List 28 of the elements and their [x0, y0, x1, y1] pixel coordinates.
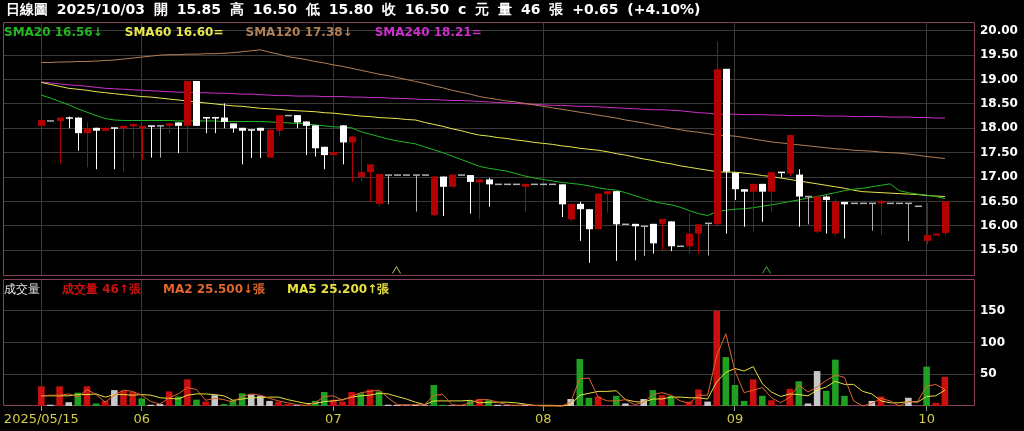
- x-tick-label: 2025/05/15: [3, 410, 79, 426]
- text: 成交量 46↑張: [62, 282, 141, 296]
- x-tick-label: 10: [918, 410, 935, 426]
- chart-title: 日線圖 2025/10/03 開 15.85 高 16.50 低 15.80 收 16.50 c 元 量 46 張 +0.65 (+4.10%): [6, 1, 701, 19]
- y-tick-label: 15.50: [980, 242, 1018, 257]
- series-label: SMA120 17.38↓: [245, 25, 353, 39]
- y-tick-label: 19.50: [980, 47, 1018, 62]
- x-tick-label: 09: [726, 410, 744, 426]
- y-tick-label: 150: [980, 302, 1006, 317]
- x-tick-label: 06: [133, 410, 150, 426]
- text: SMA240 18.21=: [374, 25, 482, 39]
- y-tick-label: 19.00: [980, 71, 1018, 86]
- y-tick-label: 100: [980, 334, 1006, 349]
- y-tick-label: 16.50: [980, 193, 1018, 208]
- y-tick-label: 17.50: [980, 144, 1018, 159]
- text: SMA20 16.56↓: [4, 25, 103, 39]
- y-tick-label: 18.00: [980, 120, 1018, 135]
- text: SMA60 16.60=: [124, 25, 224, 39]
- x-tick-label: 08: [535, 410, 552, 426]
- text: MA2 25.500↓張: [162, 282, 266, 296]
- y-tick-label: 50: [980, 366, 997, 381]
- chart-title: 成交量: [4, 282, 40, 296]
- y-tick-label: 17.00: [980, 169, 1018, 184]
- y-tick-label: 20.00: [980, 22, 1018, 37]
- y-tick-label: 16.00: [980, 217, 1018, 232]
- y-tick-label: 18.50: [980, 96, 1018, 111]
- x-tick-label: 07: [325, 410, 342, 426]
- text: MA5 25.200↑張: [287, 282, 390, 296]
